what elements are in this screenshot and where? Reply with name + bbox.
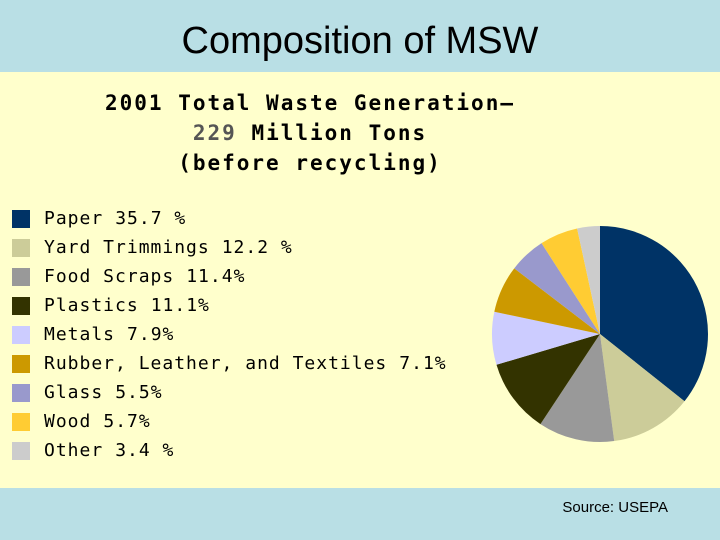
legend-swatch	[12, 441, 30, 460]
pie-slice-plastics	[496, 334, 600, 425]
legend-label: Yard Trimmings	[44, 237, 210, 258]
legend-item: Metals 7.9%	[12, 320, 447, 349]
legend-swatch	[12, 383, 30, 402]
pie-slice-yard-trimmings	[600, 334, 685, 442]
legend-value: 11.4%	[186, 266, 246, 287]
slide-title: Composition of MSW	[181, 20, 539, 62]
source-credit: Source: USEPA	[562, 499, 668, 516]
legend-label: Wood	[44, 411, 92, 432]
legend-swatch	[12, 296, 30, 315]
chart-title-tons-label: Million Tons	[251, 121, 428, 145]
legend-swatch	[12, 412, 30, 431]
pie-slice-rubber-leather-and-textiles	[494, 268, 600, 334]
legend-item: Other 3.4 %	[12, 436, 447, 465]
legend-item: Plastics 11.1%	[12, 291, 447, 320]
pie-slice-other	[577, 226, 600, 334]
pie-slice-paper	[600, 226, 708, 402]
chart-title-line-3: (before recycling)	[178, 151, 442, 175]
legend-value: 11.1%	[150, 295, 210, 316]
legend-item: Yard Trimmings 12.2 %	[12, 233, 447, 262]
legend-label: Metals	[44, 324, 116, 345]
legend-swatch	[12, 325, 30, 344]
legend-swatch	[12, 267, 30, 286]
legend-label: Other	[44, 440, 104, 461]
chart-title-line-2: 229 Million Tons	[90, 118, 530, 148]
legend-value: 7.1%	[399, 353, 447, 374]
pie-chart	[492, 226, 708, 442]
legend-swatch	[12, 354, 30, 373]
legend-label: Paper	[44, 208, 104, 229]
chart-panel: 2001 Total Waste Generation— 229 Million…	[0, 72, 720, 488]
legend-value: 5.5%	[115, 382, 163, 403]
legend-item: Wood 5.7%	[12, 407, 447, 436]
pie-slice-wood	[541, 228, 600, 334]
legend-swatch	[12, 209, 30, 228]
legend-value: 7.9%	[127, 324, 175, 345]
legend-label: Food Scraps	[44, 266, 175, 287]
chart-title-tons-number: 229	[192, 121, 237, 145]
pie-slice-glass	[514, 243, 600, 334]
legend-value: 35.7 %	[115, 208, 187, 229]
legend-label: Plastics	[44, 295, 139, 316]
legend-item: Rubber, Leather, and Textiles 7.1%	[12, 349, 447, 378]
chart-title: 2001 Total Waste Generation— 229 Million…	[90, 88, 530, 178]
legend-swatch	[12, 238, 30, 257]
legend-value: 3.4 %	[115, 440, 175, 461]
chart-title-line-1: 2001 Total Waste Generation—	[104, 91, 515, 115]
legend-label: Rubber, Leather, and Textiles	[44, 353, 388, 374]
chart-legend: Paper 35.7 % Yard Trimmings 12.2 % Food Scra…	[12, 204, 447, 465]
pie-slice-metals	[492, 311, 600, 365]
legend-value: 5.7%	[103, 411, 151, 432]
pie-slice-food-scraps	[540, 334, 615, 442]
legend-label: Glass	[44, 382, 104, 403]
legend-item: Glass 5.5%	[12, 378, 447, 407]
legend-value: 12.2 %	[221, 237, 293, 258]
legend-item: Food Scraps 11.4%	[12, 262, 447, 291]
legend-item: Paper 35.7 %	[12, 204, 447, 233]
